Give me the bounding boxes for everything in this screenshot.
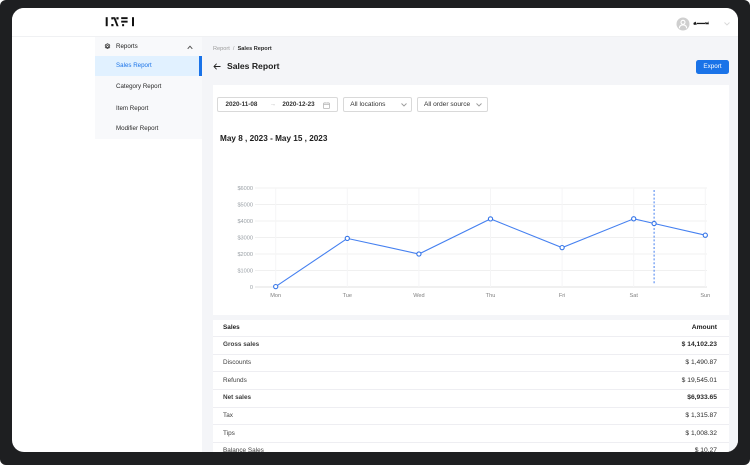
svg-text:0: 0 <box>250 285 253 291</box>
svg-text:Fri: Fri <box>559 293 566 299</box>
svg-text:Sat: Sat <box>629 293 638 299</box>
svg-text:$6000: $6000 <box>237 186 253 192</box>
svg-text:$2000: $2000 <box>237 252 253 258</box>
svg-text:$5000: $5000 <box>237 203 253 209</box>
svg-text:Mon: Mon <box>270 293 281 299</box>
svg-text:Thu: Thu <box>486 293 496 299</box>
svg-text:Sun: Sun <box>700 293 710 299</box>
svg-text:Tue: Tue <box>343 293 352 299</box>
svg-text:Wed: Wed <box>413 293 424 299</box>
svg-text:$3000: $3000 <box>237 236 253 242</box>
svg-text:$1000: $1000 <box>237 269 253 275</box>
svg-text:$4000: $4000 <box>237 219 253 225</box>
